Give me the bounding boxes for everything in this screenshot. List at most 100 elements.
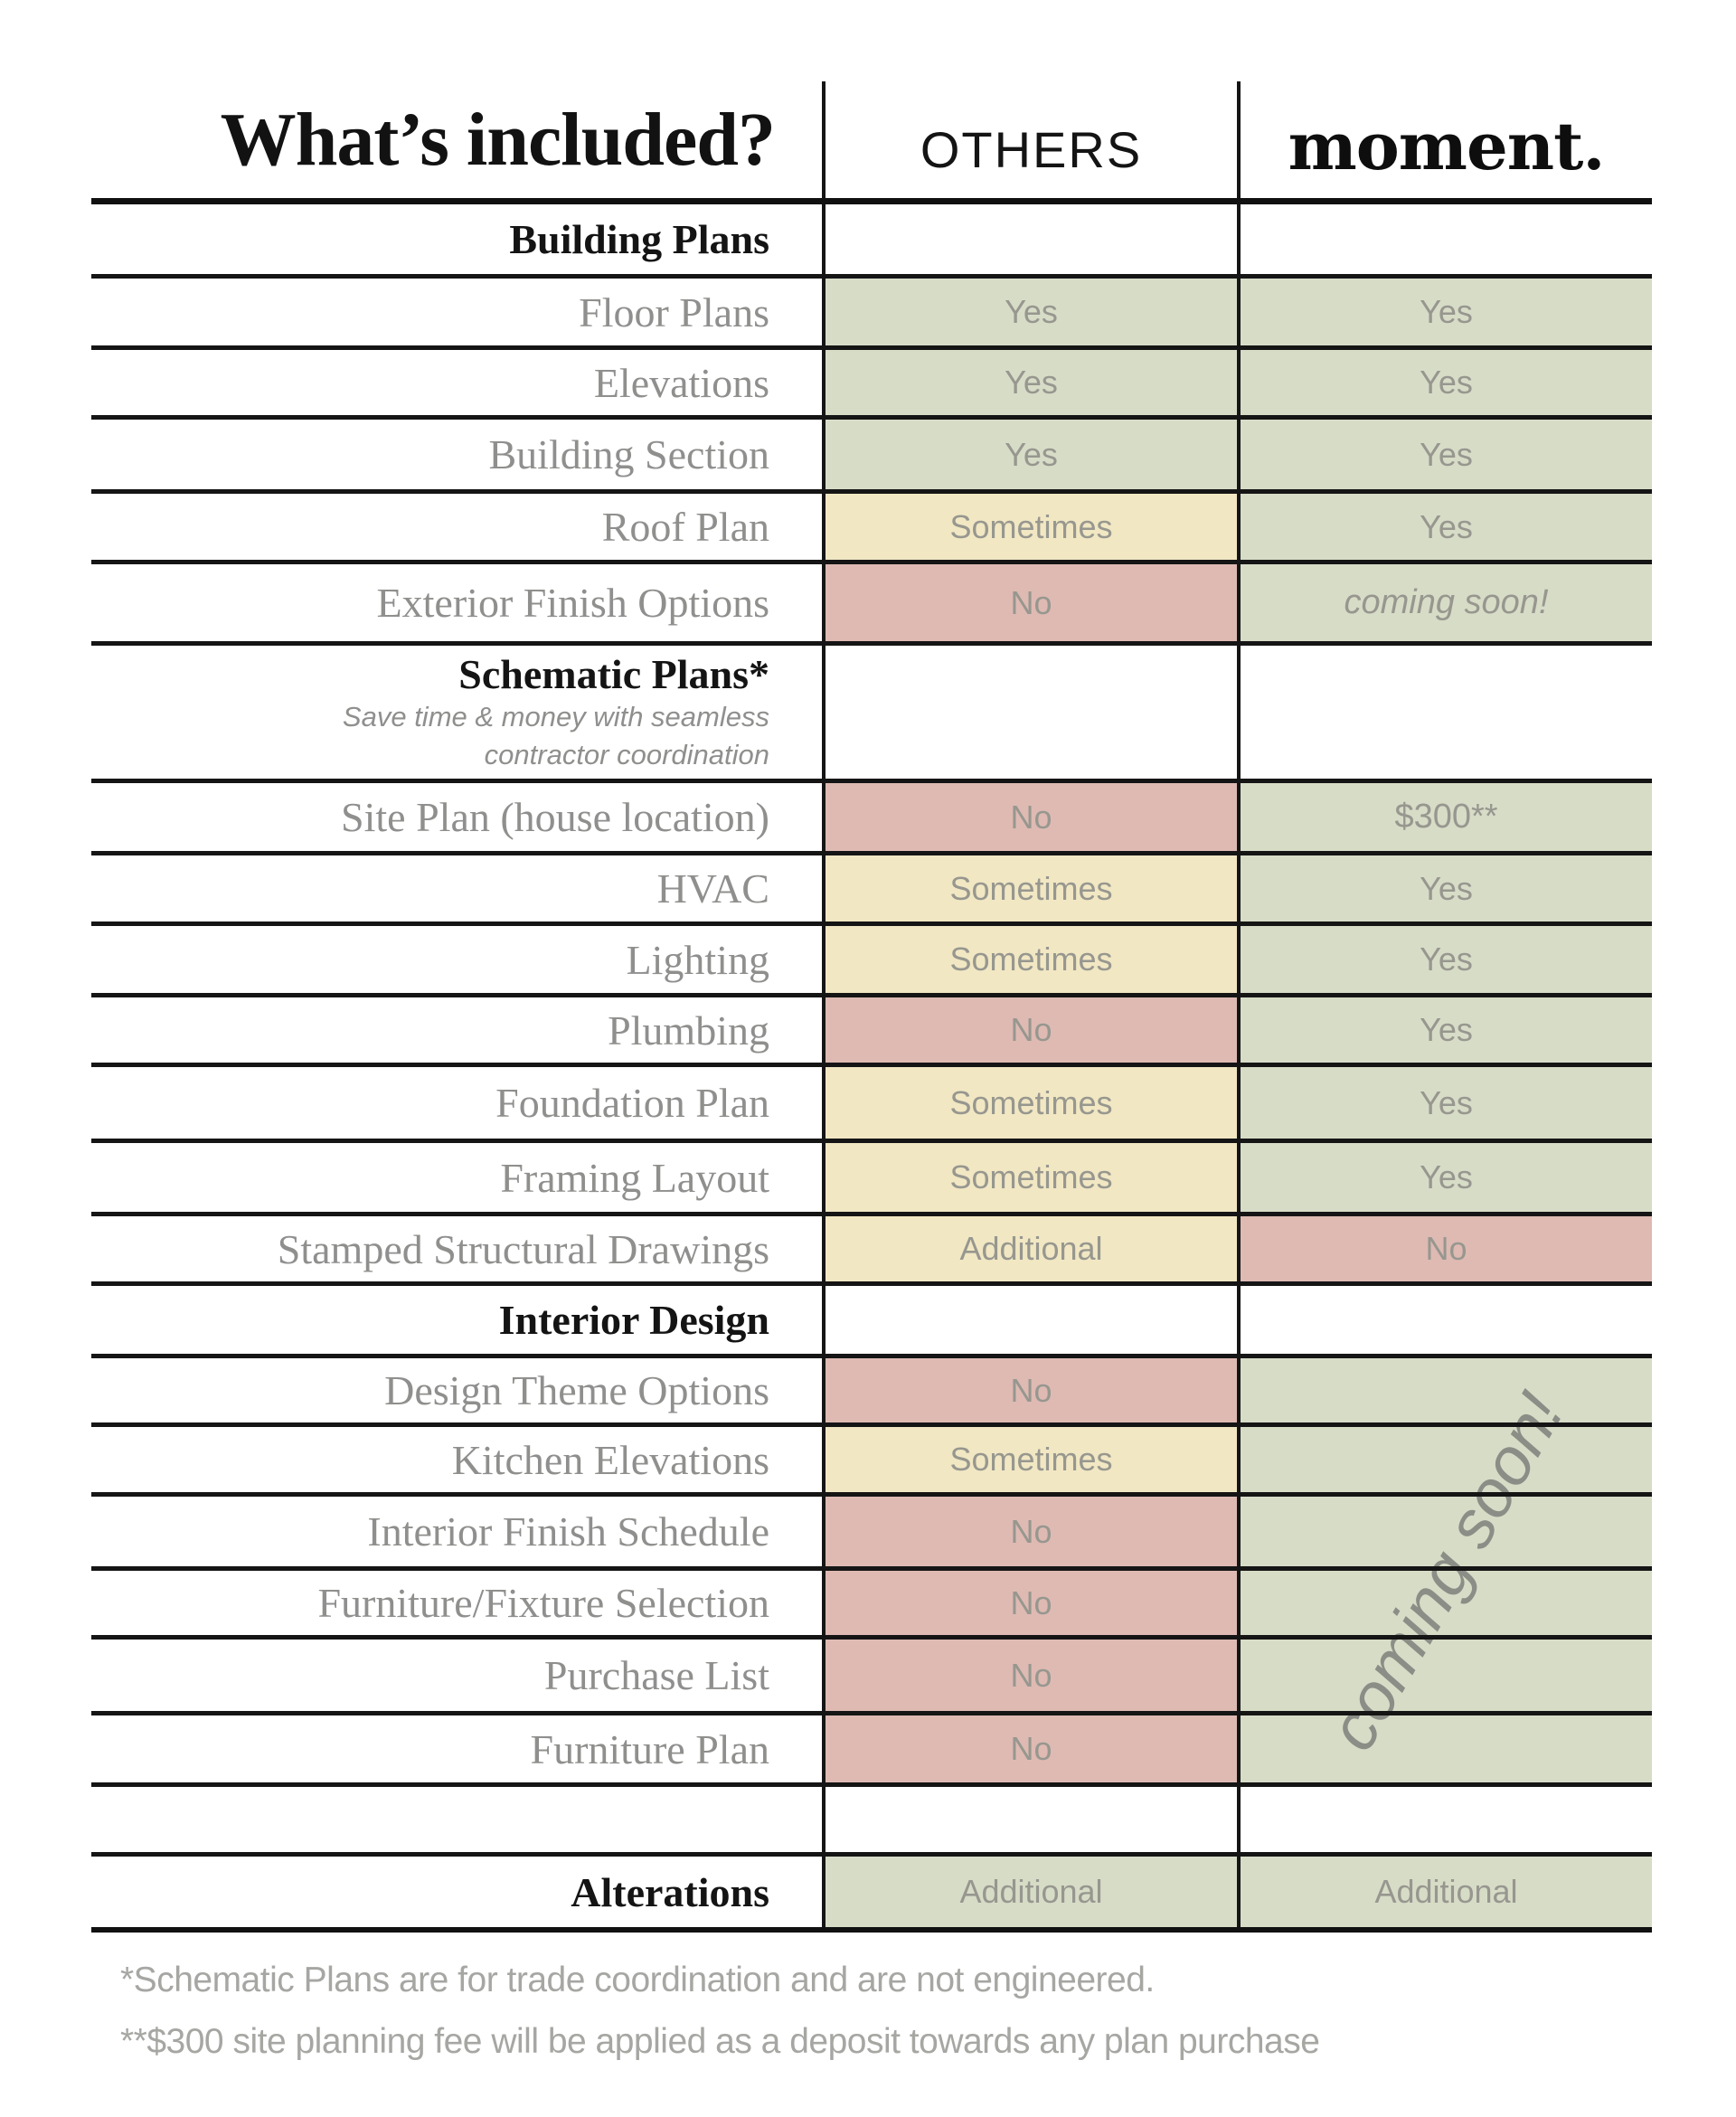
table-row-foundation-plan: Foundation Plan Sometimes Yes — [91, 1067, 1652, 1143]
cell-moment: Yes — [1237, 997, 1652, 1063]
footnote-schematic: *Schematic Plans are for trade coordinat… — [120, 1961, 1155, 1999]
cell-moment: Yes — [1237, 420, 1652, 489]
row-label: Interior Finish Schedule — [367, 1508, 769, 1555]
row-label: Kitchen Elevations — [451, 1436, 769, 1483]
cell-others: No — [822, 1497, 1237, 1566]
row-label: Exterior Finish Options — [376, 580, 769, 626]
column-header-others: OTHERS — [822, 81, 1237, 198]
cell-others: Sometimes — [822, 1427, 1237, 1492]
table-row-framing-layout: Framing Layout Sometimes Yes — [91, 1143, 1652, 1216]
cell-moment-merged-coming-soon — [1237, 1640, 1652, 1711]
page-title: What’s included? — [220, 98, 776, 182]
table-row-purchase-list: Purchase List No — [91, 1640, 1652, 1715]
cell-moment-merged-coming-soon — [1237, 1715, 1652, 1782]
row-label: Floor Plans — [579, 288, 769, 336]
grid-line — [1241, 1566, 1652, 1571]
section-title: Interior Design — [498, 1297, 769, 1343]
table-row-plumbing: Plumbing No Yes — [91, 997, 1652, 1067]
grid-line — [1241, 1492, 1652, 1497]
table-row-interior-finish-schedule: Interior Finish Schedule No — [91, 1497, 1652, 1571]
cell-moment-merged-coming-soon — [1237, 1571, 1652, 1635]
row-label: Lighting — [626, 936, 769, 983]
cell-others: No — [822, 1358, 1237, 1422]
row-label: Plumbing — [608, 1007, 769, 1054]
cell-moment: Yes — [1237, 855, 1652, 921]
row-label: Design Theme Options — [384, 1367, 769, 1413]
cell-moment-price: $300** — [1237, 783, 1652, 851]
cell-others: Sometimes — [822, 1143, 1237, 1212]
spacer-row — [91, 1787, 1652, 1857]
cell-moment: Additional — [1237, 1857, 1652, 1927]
table-row-alterations: Alterations Additional Additional — [91, 1857, 1652, 1933]
table-row-kitchen-elevations: Kitchen Elevations Sometimes — [91, 1427, 1652, 1497]
cell-moment: Yes — [1237, 350, 1652, 415]
cell-others — [822, 1787, 1237, 1852]
section-title: Alterations — [571, 1868, 769, 1915]
grid-line — [1241, 1422, 1652, 1427]
cell-moment: Yes — [1237, 1143, 1652, 1212]
cell-moment-coming-soon: coming soon! — [1237, 564, 1652, 641]
section-title: Schematic Plans* — [458, 651, 769, 698]
table-row-lighting: Lighting Sometimes Yes — [91, 926, 1652, 997]
section-subtitle-line1: Save time & money with seamless — [342, 701, 769, 733]
table-header-row: What’s included? OTHERS moment. — [91, 81, 1652, 204]
grid-line — [1241, 1711, 1652, 1715]
column-header-moment-logo: moment. — [1237, 81, 1652, 198]
cell-others: Sometimes — [822, 926, 1237, 993]
table-row-building-section: Building Section Yes Yes — [91, 420, 1652, 494]
cell-others: Yes — [822, 279, 1237, 345]
table-row-site-plan: Site Plan (house location) No $300** — [91, 783, 1652, 855]
cell-others: Additional — [822, 1857, 1237, 1927]
section-title: Building Plans — [509, 216, 769, 262]
section-row-interior-design: Interior Design — [91, 1286, 1652, 1358]
cell-moment-merged-coming-soon — [1237, 1358, 1652, 1422]
cell-moment: Yes — [1237, 279, 1652, 345]
cell-moment — [1237, 1787, 1652, 1852]
section-row-building-plans: Building Plans — [91, 204, 1652, 279]
row-label: Furniture/Fixture Selection — [317, 1580, 769, 1626]
cell-others: Sometimes — [822, 855, 1237, 921]
table-row-hvac: HVAC Sometimes Yes — [91, 855, 1652, 926]
grid-line — [1241, 1635, 1652, 1640]
table-row-furniture-plan: Furniture Plan No — [91, 1715, 1652, 1787]
row-label: Foundation Plan — [495, 1080, 769, 1126]
row-label: Site Plan (house location) — [341, 794, 769, 840]
cell-others: No — [822, 1715, 1237, 1782]
cell-others: No — [822, 1640, 1237, 1711]
section-title-block: Schematic Plans* Save time & money with … — [91, 646, 822, 779]
table-row-exterior-finish-options: Exterior Finish Options No coming soon! — [91, 564, 1652, 646]
cell-moment — [1237, 1286, 1652, 1354]
cell-moment: Yes — [1237, 926, 1652, 993]
row-label: Building Section — [488, 431, 770, 477]
cell-others: No — [822, 783, 1237, 851]
comparison-table: What’s included? OTHERS moment. Building… — [91, 81, 1652, 1933]
cell-others: No — [822, 997, 1237, 1063]
row-label: Furniture Plan — [530, 1725, 769, 1772]
row-label: Purchase List — [543, 1652, 769, 1698]
cell-others — [822, 1286, 1237, 1354]
cell-others: No — [822, 564, 1237, 641]
cell-others: Yes — [822, 420, 1237, 489]
cell-moment: Yes — [1237, 494, 1652, 560]
cell-moment — [1237, 204, 1652, 274]
cell-others — [822, 204, 1237, 274]
row-label: Framing Layout — [500, 1154, 769, 1201]
cell-others: Yes — [822, 350, 1237, 415]
cell-moment-merged-coming-soon — [1237, 1427, 1652, 1492]
table-row-floor-plans: Floor Plans Yes Yes — [91, 279, 1652, 350]
cell-moment: No — [1237, 1216, 1652, 1281]
table-row-elevations: Elevations Yes Yes — [91, 350, 1652, 420]
cell-moment — [1237, 646, 1652, 779]
cell-others: Additional — [822, 1216, 1237, 1281]
table-row-stamped-structural-drawings: Stamped Structural Drawings Additional N… — [91, 1216, 1652, 1286]
section-subtitle-line2: contractor coordination — [484, 739, 769, 770]
row-label: Stamped Structural Drawings — [277, 1225, 769, 1272]
table-row-roof-plan: Roof Plan Sometimes Yes — [91, 494, 1652, 564]
row-label: Elevations — [593, 359, 769, 406]
cell-moment: Yes — [1237, 1067, 1652, 1139]
table-row-furniture-fixture-selection: Furniture/Fixture Selection No — [91, 1571, 1652, 1640]
row-label: HVAC — [656, 865, 769, 912]
row-label: Roof Plan — [601, 504, 769, 550]
cell-others — [822, 646, 1237, 779]
